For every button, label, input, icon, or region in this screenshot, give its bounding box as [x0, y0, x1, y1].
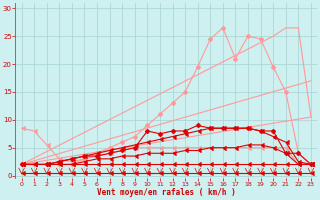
X-axis label: Vent moyen/en rafales ( km/h ): Vent moyen/en rafales ( km/h ) [97, 188, 236, 197]
